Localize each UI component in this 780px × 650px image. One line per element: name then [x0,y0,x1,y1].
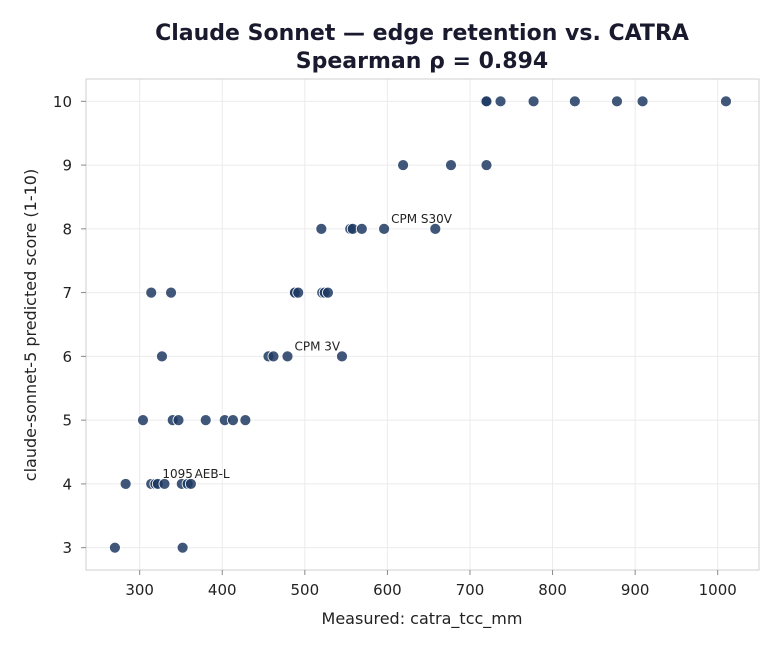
scatter-point [445,159,457,171]
axis-ticks: 300 400 500 600 700 800 900 1000 3 4 5 6 7 8 9 10 [53,93,737,599]
scatter-point [636,95,649,108]
point-annotation: CPM S30V [391,212,453,226]
scatter-point [720,95,732,108]
y-tick-label: 7 [62,284,72,302]
x-tick-label: 300 [125,581,154,599]
x-tick-label: 500 [291,581,320,599]
grid-lines [86,79,759,570]
scatter-point [322,286,334,299]
scatter-point [355,222,368,235]
scatter-point [611,95,623,108]
scatter-point [315,222,328,235]
scatter-point [292,286,305,299]
x-axis-label: Measured: catra_tcc_mm [322,609,523,629]
x-tick-label: 600 [373,581,402,599]
scatter-point [378,222,391,235]
point-annotation: AEB-L [195,467,230,481]
scatter-point [281,350,294,363]
x-tick-label: 400 [208,581,237,599]
chart-title-line-2: Spearman ρ = 0.894 [296,49,548,74]
scatter-point [158,478,171,490]
scatter-point [429,222,442,235]
point-annotation: CPM 3V [294,339,340,353]
scatter-point [267,350,280,363]
y-tick-label: 8 [62,220,72,238]
y-tick-label: 4 [62,475,72,493]
y-tick-label: 5 [62,412,72,430]
y-tick-label: 3 [62,539,72,557]
scatter-point [494,95,507,108]
scatter-point [397,159,409,171]
x-tick-label: 800 [538,581,567,599]
scatter-point [239,414,252,427]
scatter-point [176,541,189,554]
scatter-point [568,95,581,108]
scatter-point [165,286,177,299]
scatter-point [480,159,493,171]
y-axis-label: claude-sonnet-5 predicted score (1-10) [21,169,40,481]
scatter-point [480,95,493,108]
scatter-point [227,414,239,427]
x-tick-label: 1000 [699,581,737,599]
scatter-point [137,414,149,427]
y-tick-label: 6 [62,348,72,366]
scatter-point [184,478,197,490]
scatter-point [336,350,348,363]
scatter-point [109,541,121,554]
data-points [109,95,732,554]
scatter-point [172,414,185,427]
scatter-point [199,414,212,427]
plot-area-frame [85,78,760,571]
y-tick-label: 9 [62,157,72,175]
x-tick-label: 700 [456,581,485,599]
point-annotations: CPM S30V CPM 3V 1095 AEB-L [162,212,452,481]
scatter-point [156,350,168,363]
scatter-point [527,95,540,108]
x-tick-label: 900 [621,581,650,599]
chart-title-line-1: Claude Sonnet — edge retention vs. CATRA [155,21,689,46]
point-annotation: 1095 [162,467,193,481]
scatter-point [145,286,158,299]
scatter-point [119,478,132,490]
y-tick-label: 10 [53,93,72,111]
